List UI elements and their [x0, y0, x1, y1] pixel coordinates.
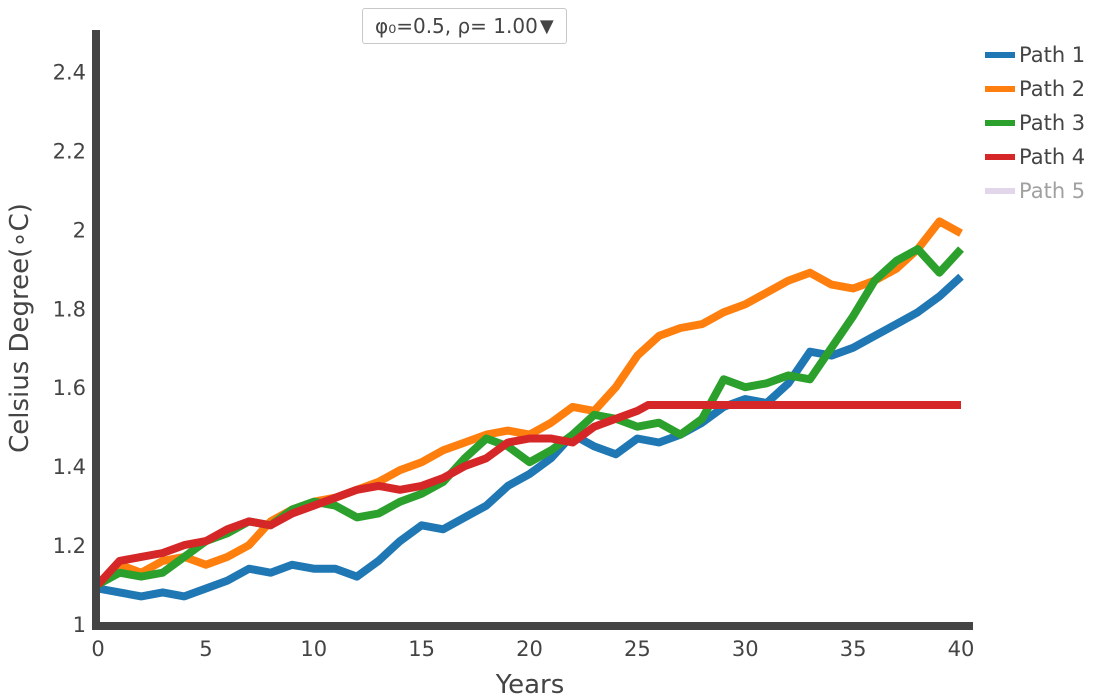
legend-swatch	[985, 188, 1015, 194]
legend-item-path-5[interactable]: Path 5	[985, 174, 1085, 208]
legend-swatch	[985, 120, 1015, 126]
legend-label: Path 3	[1019, 111, 1086, 135]
y-tick-label: 1.2	[53, 534, 86, 558]
legend-item-path-2[interactable]: Path 2	[985, 72, 1085, 106]
x-tick-label: 40	[948, 637, 975, 661]
tick-labels: 0 5 10 15 20 25 30 35 40 1 1.2 1.4 1.6 1.8 2 2.2 2.4	[53, 60, 975, 661]
x-tick-label: 30	[732, 637, 759, 661]
x-tick-label: 15	[408, 637, 435, 661]
y-tick-label: 2.2	[53, 139, 86, 163]
legend-item-path-3[interactable]: Path 3	[985, 106, 1085, 140]
y-tick-label: 1.6	[53, 376, 86, 400]
x-tick-label: 20	[516, 637, 543, 661]
legend: Path 1 Path 2 Path 3 Path 4 Path 5	[985, 38, 1085, 208]
y-tick-label: 2.4	[53, 60, 86, 84]
y-axis-title: Celsius Degree(∘C)	[5, 203, 35, 453]
x-tick-label: 0	[91, 637, 104, 661]
plot-area	[95, 217, 964, 601]
caret-down-icon: ▼	[539, 15, 554, 37]
series-line-path-4	[95, 401, 961, 588]
x-tick-label: 10	[300, 637, 327, 661]
y-tick-label: 1.4	[53, 455, 86, 479]
y-tick-label: 1.8	[53, 297, 86, 321]
axes	[92, 30, 973, 630]
legend-label: Path 1	[1019, 43, 1086, 67]
legend-swatch	[985, 52, 1015, 58]
dropdown-label: φ₀=0.5, ρ= 1.00	[375, 14, 538, 38]
legend-label: Path 5	[1019, 179, 1086, 203]
x-tick-label: 25	[624, 637, 651, 661]
x-tick-label: 5	[199, 637, 212, 661]
series-line-path-3	[96, 245, 964, 589]
y-tick-label: 2	[73, 218, 86, 242]
x-tick-label: 35	[840, 637, 867, 661]
series-line-path-1	[97, 273, 964, 601]
legend-label: Path 2	[1019, 77, 1086, 101]
axis-titles: Years Celsius Degree(∘C)	[5, 203, 564, 700]
legend-item-path-4[interactable]: Path 4	[985, 140, 1085, 174]
legend-swatch	[985, 154, 1015, 160]
x-axis-title: Years	[495, 670, 565, 700]
legend-swatch	[985, 86, 1015, 92]
y-tick-label: 1	[73, 613, 86, 637]
parameter-dropdown[interactable]: φ₀=0.5, ρ= 1.00 ▼	[362, 8, 567, 44]
legend-item-path-1[interactable]: Path 1	[985, 38, 1085, 72]
legend-label: Path 4	[1019, 145, 1086, 169]
